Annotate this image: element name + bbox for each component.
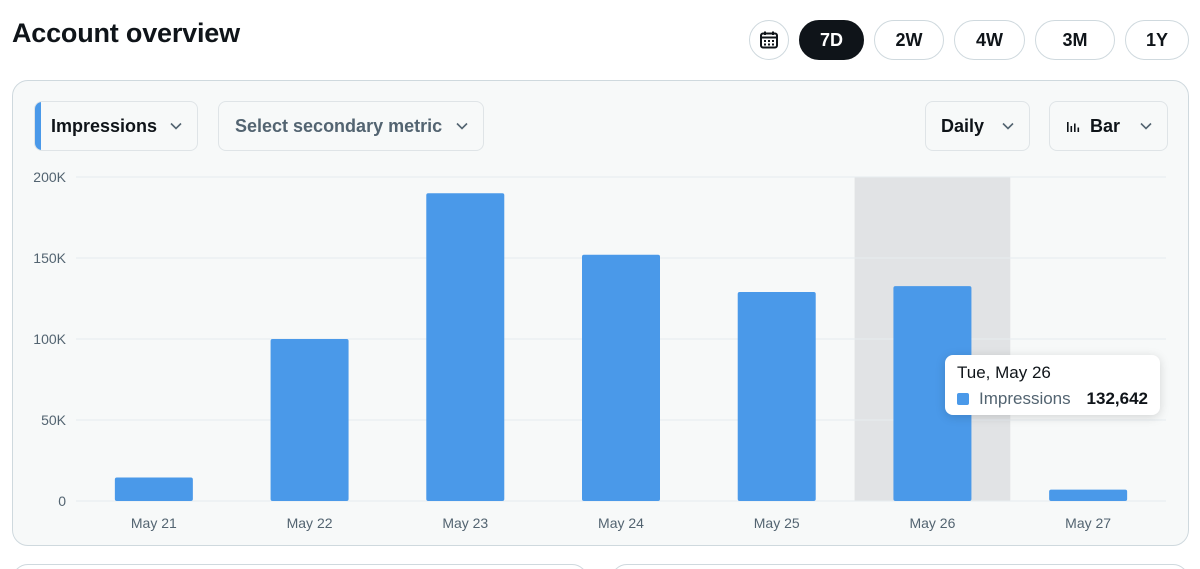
page-title: Account overview	[12, 18, 240, 48]
bar-chart-icon	[1067, 122, 1080, 132]
bar-may-24[interactable]	[582, 254, 660, 501]
tooltip-date: Tue, May 26	[957, 363, 1051, 382]
x-tick-label: May 26	[909, 515, 955, 531]
tooltip-swatch	[957, 393, 969, 405]
chart-panel: 0 50K 100K 150K 200K May 21 May 22 May 23 May 24…	[12, 80, 1189, 546]
bottom-card-left	[12, 564, 588, 569]
tooltip-series-label: Impressions	[979, 389, 1071, 408]
calendar-button[interactable]	[749, 20, 789, 60]
secondary-metric-placeholder: Select secondary metric	[235, 115, 443, 136]
date-range-selector: 7D 2W 4W 3M 1Y	[749, 20, 1189, 60]
calendar-icon	[760, 31, 778, 49]
range-4w-button[interactable]: 4W	[954, 20, 1025, 60]
bar-may-22[interactable]	[270, 339, 349, 501]
bar-may-27[interactable]	[1049, 489, 1128, 501]
x-tick-label: May 22	[287, 515, 333, 531]
bar-may-26[interactable]	[893, 286, 972, 501]
chevron-down-icon	[170, 122, 182, 130]
impressions-chart: 0 50K 100K 150K 200K May 21 May 22 May 23 May 24…	[33, 169, 1166, 531]
x-tick-label: May 24	[598, 515, 644, 531]
y-tick-label: 0	[58, 493, 66, 509]
primary-metric-dropdown[interactable]: Impressions	[34, 101, 198, 151]
range-1y-button[interactable]: 1Y	[1125, 20, 1189, 60]
chevron-down-icon	[1002, 122, 1014, 130]
chart-type-dropdown[interactable]: Bar	[1049, 101, 1168, 151]
bar-may-23[interactable]	[426, 193, 505, 501]
x-tick-label: May 27	[1065, 515, 1111, 531]
range-2w-button[interactable]: 2W	[874, 20, 944, 60]
secondary-metric-dropdown[interactable]: Select secondary metric	[218, 101, 484, 151]
range-7d-button[interactable]: 7D	[799, 20, 864, 60]
primary-metric-label: Impressions	[51, 115, 158, 136]
chart-tooltip: Tue, May 26 Impressions 132,642	[945, 355, 1160, 415]
interval-label: Daily	[941, 115, 985, 136]
tooltip-value: 132,642	[1086, 389, 1148, 408]
chart-type-label: Bar	[1090, 115, 1121, 136]
y-tick-label: 200K	[33, 169, 66, 185]
y-tick-label: 150K	[33, 250, 66, 266]
x-tick-label: May 23	[442, 515, 488, 531]
range-3m-button[interactable]: 3M	[1035, 20, 1115, 60]
x-tick-label: May 25	[754, 515, 800, 531]
chevron-down-icon	[456, 122, 468, 130]
interval-dropdown[interactable]: Daily	[925, 101, 1030, 151]
y-tick-label: 100K	[33, 331, 66, 347]
bottom-card-right	[611, 564, 1189, 569]
x-tick-label: May 21	[131, 515, 177, 531]
chevron-down-icon	[1140, 122, 1152, 130]
bar-may-25[interactable]	[737, 292, 816, 501]
y-tick-label: 50K	[41, 412, 67, 428]
bar-may-21[interactable]	[114, 477, 193, 501]
